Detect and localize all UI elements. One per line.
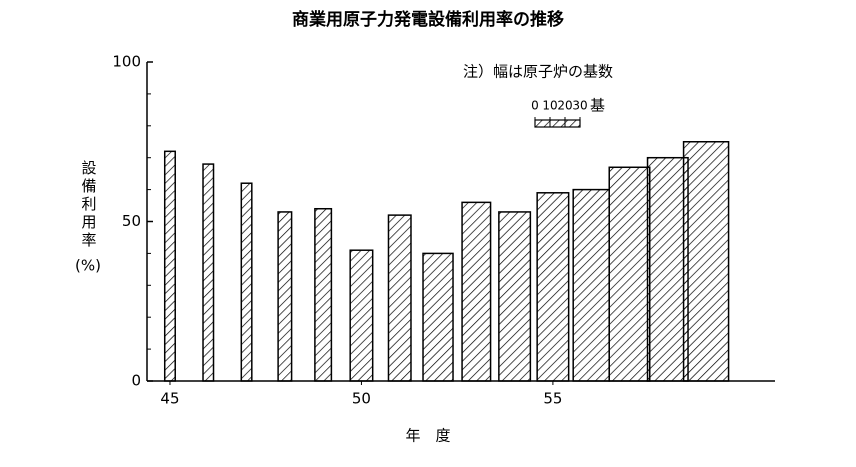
bar xyxy=(536,192,570,382)
scale-label: 30 xyxy=(572,99,587,113)
note: 注）幅は原子炉の基数 xyxy=(463,63,613,81)
x-label: 年 度 xyxy=(405,427,450,445)
scale-bar xyxy=(534,119,581,128)
x-tick-label: 50 xyxy=(352,390,371,408)
bar xyxy=(461,201,492,382)
y-label-text: 設備利用率 xyxy=(80,160,98,250)
scale-label: 20 xyxy=(557,99,572,113)
bar xyxy=(202,163,215,382)
bar xyxy=(608,166,651,382)
scale-label: 0 xyxy=(531,99,539,113)
y-label: 設備利用率 xyxy=(80,160,98,250)
y-unit: (%) xyxy=(75,257,101,275)
bar xyxy=(314,207,333,382)
bar xyxy=(163,150,176,382)
bar xyxy=(422,252,454,382)
bar xyxy=(240,182,253,382)
bar xyxy=(387,214,412,382)
chart-title: 商業用原子力発電設備利用率の推移 xyxy=(292,9,564,30)
scale-unit: 基 xyxy=(590,97,605,115)
bar xyxy=(349,249,374,382)
bar xyxy=(646,156,689,382)
bar xyxy=(498,211,532,382)
bar xyxy=(572,188,610,382)
bar xyxy=(277,211,293,382)
y-tick-label: 0 xyxy=(131,372,141,390)
y-tick-label: 50 xyxy=(122,212,141,230)
scale-label: 10 xyxy=(542,99,557,113)
x-tick-label: 55 xyxy=(543,390,562,408)
y-tick-label: 100 xyxy=(112,53,141,71)
bar xyxy=(682,141,730,382)
x-tick-label: 45 xyxy=(160,390,179,408)
